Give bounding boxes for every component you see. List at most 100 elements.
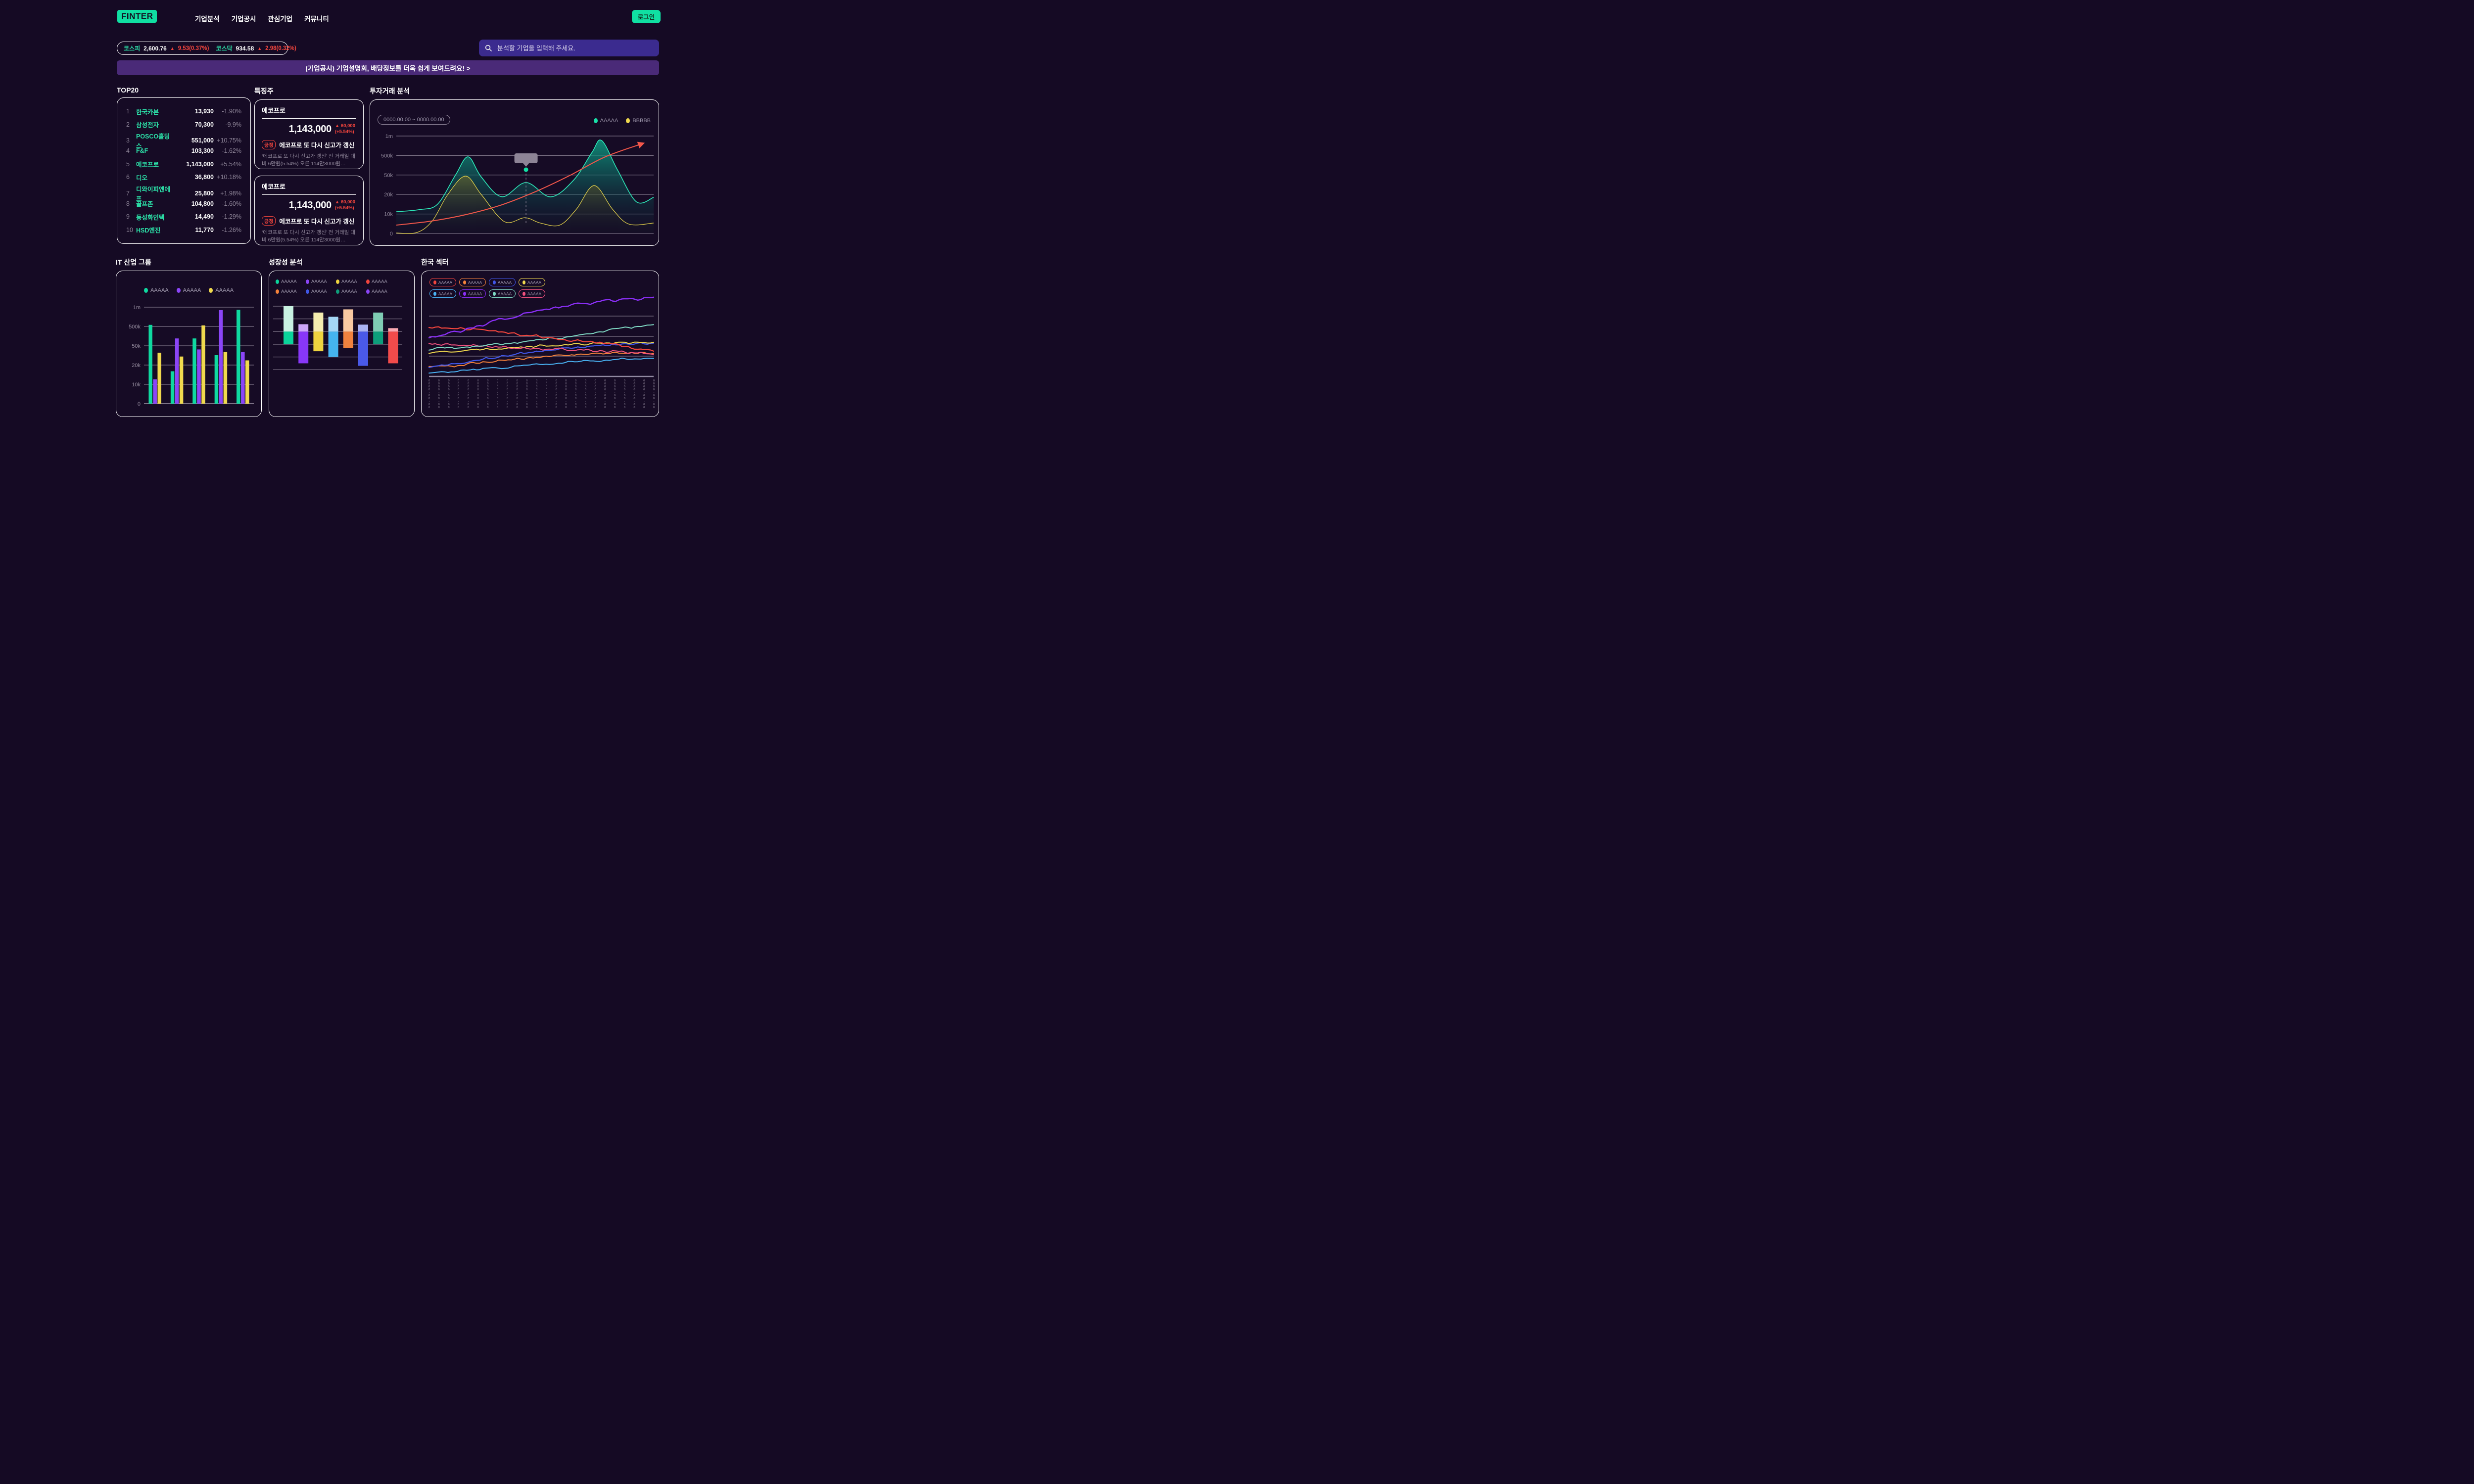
sector-legend-pill[interactable]: AAAAA xyxy=(459,278,486,286)
bar xyxy=(219,310,223,404)
sector-legend-pill[interactable]: AAAAA xyxy=(519,278,545,286)
line-series-orange xyxy=(428,352,654,368)
svg-text:500k: 500k xyxy=(381,153,393,159)
legend-dot-icon xyxy=(336,279,339,284)
top20-row[interactable]: 8 골프존 104,800 -1.60% xyxy=(126,197,241,210)
promo-banner[interactable]: (기업공시) 기업설명회, 배당정보를 더욱 쉽게 보여드려요! > xyxy=(117,60,659,75)
sector-legend-pill[interactable]: AAAAA xyxy=(429,289,456,298)
bar-positive xyxy=(313,312,324,332)
legend-item: AAAAA xyxy=(336,289,366,294)
invest-chart-canvas: 1m 500k 50k 20k 10k 0 xyxy=(381,134,654,237)
legend-item: AAAAA xyxy=(176,287,201,293)
stock-name-link[interactable]: F&F xyxy=(136,147,148,154)
change-cell: -1.90% xyxy=(222,108,241,115)
stock-name-link[interactable]: 골프존 xyxy=(136,201,153,208)
line-series-sky xyxy=(428,358,654,374)
bar-negative xyxy=(358,331,368,366)
news-headline[interactable]: 에코프로 또 다시 신고가 갱신 xyxy=(279,141,355,149)
bar xyxy=(175,338,179,404)
stock-name-link[interactable]: HSD엔진 xyxy=(136,227,161,234)
svg-text:50k: 50k xyxy=(132,343,141,349)
featured-card[interactable]: 에코프로 1,143,000 ▲ 60,000 (+5.54%) 긍정 에코프로… xyxy=(254,99,364,169)
brand-logo[interactable]: FINTER xyxy=(117,10,157,23)
search-input[interactable] xyxy=(496,44,653,52)
ticker-value: 2,600.76 xyxy=(143,45,167,52)
login-button[interactable]: 로그인 xyxy=(632,10,661,23)
change-cell: +10.18% xyxy=(217,174,241,181)
rank-cell: 9 xyxy=(126,213,130,221)
news-headline[interactable]: 에코프로 또 다시 신고가 갱신 xyxy=(279,218,355,225)
stock-name-link[interactable]: 디오 xyxy=(136,174,148,182)
sector-legend-pill[interactable]: AAAAA xyxy=(519,289,545,298)
legend-label: BBBBB xyxy=(632,118,651,124)
bar-positive xyxy=(388,328,398,332)
legend-label: AAAAA xyxy=(281,289,297,294)
svg-text:1m: 1m xyxy=(385,134,393,139)
top20-row[interactable]: 9 동성화인텍 14,490 -1.29% xyxy=(126,210,241,223)
legend-dot-icon xyxy=(366,279,370,284)
bar xyxy=(153,379,157,404)
nav-item-analysis[interactable]: 기업분석 xyxy=(195,15,220,23)
legend-dot-icon xyxy=(433,280,436,284)
rank-cell: 3 xyxy=(126,137,130,144)
date-range-pill[interactable]: 0000.00.00 ~ 0000.00.00 xyxy=(378,115,450,125)
sector-legend-pill[interactable]: AAAAA xyxy=(429,278,456,286)
bar-negative xyxy=(388,331,398,364)
section-title-it-group: IT 산업 그룹 xyxy=(116,258,151,266)
ticker-name: 코스피 xyxy=(124,45,141,52)
search-bar[interactable] xyxy=(479,40,659,56)
top20-row[interactable]: 1 한국카본 13,930 -1.90% xyxy=(126,105,241,118)
bar-negative xyxy=(313,331,324,352)
top20-row[interactable]: 3 POSCO홀딩스 551,000 +10.75% xyxy=(126,131,241,149)
sector-legend-pill[interactable]: AAAAA xyxy=(459,289,486,298)
legend-item: AAAAA xyxy=(209,287,234,293)
top20-row[interactable]: 10 HSD엔진 11,770 -1.26% xyxy=(126,224,241,236)
bar-negative xyxy=(328,331,338,357)
bar xyxy=(241,352,245,404)
top20-row[interactable]: 7 디와이피엔에프 25,800 +1.98% xyxy=(126,184,241,202)
nav-item-community[interactable]: 커뮤니티 xyxy=(304,15,329,23)
legend-dot-icon xyxy=(209,288,213,293)
legend-dot-icon xyxy=(176,288,181,293)
line-series-blue xyxy=(428,342,655,369)
nav-item-disclosure[interactable]: 기업공시 xyxy=(231,15,256,23)
stock-name-link[interactable]: 삼성전자 xyxy=(136,122,159,129)
legend-dot-icon xyxy=(626,118,630,123)
nav-item-watchlist[interactable]: 관심기업 xyxy=(268,15,293,23)
change-cell: -1.29% xyxy=(222,213,241,221)
rank-cell: 4 xyxy=(126,147,130,154)
chart-legend: AAAAA AAAAA AAAAA AAAAA AAAAA AAAAA AAAAA AAAAA xyxy=(276,279,396,294)
legend-label: AAAAA xyxy=(497,279,512,285)
it-group-chart-card: 1m 500k 50k 20k 10k 0 AAAAA AAAAA AAAAA xyxy=(116,271,262,417)
chart-legend: AAAAA AAAAA AAAAA xyxy=(116,287,261,293)
stock-name-link[interactable]: 한국카본 xyxy=(136,108,159,116)
top20-row[interactable]: 4 F&F 103,300 -1.62% xyxy=(126,144,241,157)
stock-name-link[interactable]: 디와이피엔에프 xyxy=(136,186,171,202)
featured-card[interactable]: 에코프로 1,143,000 ▲ 60,000 (+5.54%) 긍정 에코프로… xyxy=(254,176,364,245)
stock-name-link[interactable]: POSCO홀딩스 xyxy=(136,133,170,150)
bar-negative xyxy=(373,331,383,344)
legend-dot-icon xyxy=(336,289,339,294)
legend-item: AAAAA xyxy=(366,279,396,284)
legend-dot-icon xyxy=(433,291,436,296)
top20-row[interactable]: 5 에코프로 1,143,000 +5.54% xyxy=(126,158,241,171)
legend-label: AAAAA xyxy=(372,289,387,294)
top20-row[interactable]: 2 삼성전자 70,300 -9.9% xyxy=(126,118,241,131)
bar-positive xyxy=(284,306,293,332)
top20-row[interactable]: 6 디오 36,800 +10.18% xyxy=(126,171,241,184)
bar-positive xyxy=(373,312,383,332)
rank-cell: 10 xyxy=(126,226,133,233)
price-cell: 13,930 xyxy=(194,108,214,115)
line-series-yellow xyxy=(428,341,654,354)
change-cell: -1.60% xyxy=(222,200,241,207)
sector-legend-pill[interactable]: AAAAA xyxy=(489,278,516,286)
stock-name-link[interactable]: 동성화인텍 xyxy=(136,214,165,221)
stock-name-link[interactable]: 에코프로 xyxy=(136,161,159,169)
svg-text:20k: 20k xyxy=(384,192,393,198)
legend-dot-icon xyxy=(463,291,466,296)
svg-text:10k: 10k xyxy=(384,212,393,218)
bar-positive xyxy=(298,324,309,332)
legend-label: AAAAA xyxy=(183,287,201,293)
rank-cell: 6 xyxy=(126,174,130,181)
sector-legend-pill[interactable]: AAAAA xyxy=(489,289,516,298)
